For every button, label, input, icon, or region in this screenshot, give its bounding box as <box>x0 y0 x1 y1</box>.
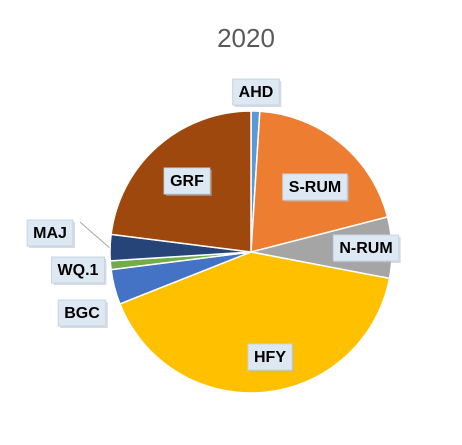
label-box <box>332 234 400 262</box>
label-box <box>57 299 107 327</box>
data-label: WQ.1 <box>51 256 107 285</box>
data-label: AHD <box>232 78 282 107</box>
data-label: GRF <box>163 167 212 196</box>
label-text: N-RUM <box>339 240 392 257</box>
data-label: S-RUM <box>282 173 350 202</box>
label-box <box>247 343 293 371</box>
leader-line <box>79 221 113 251</box>
label-text: WQ.1 <box>58 262 99 279</box>
data-label: MAJ <box>26 219 75 248</box>
label-box <box>51 256 105 284</box>
data-label: N-RUM <box>332 234 401 263</box>
label-box <box>282 173 348 201</box>
label-text: GRF <box>170 173 204 190</box>
label-box <box>163 167 211 195</box>
label-box <box>232 78 280 106</box>
label-text: S-RUM <box>289 179 341 196</box>
label-text: BGC <box>64 305 100 322</box>
label-box <box>26 219 74 247</box>
data-label: BGC <box>57 299 108 328</box>
pie-slice <box>118 251 391 394</box>
label-text: HFY <box>254 349 286 366</box>
chart-title: 2020 <box>217 23 275 53</box>
data-label: HFY <box>247 343 294 372</box>
label-text: MAJ <box>33 225 67 242</box>
label-text: AHD <box>239 84 274 101</box>
